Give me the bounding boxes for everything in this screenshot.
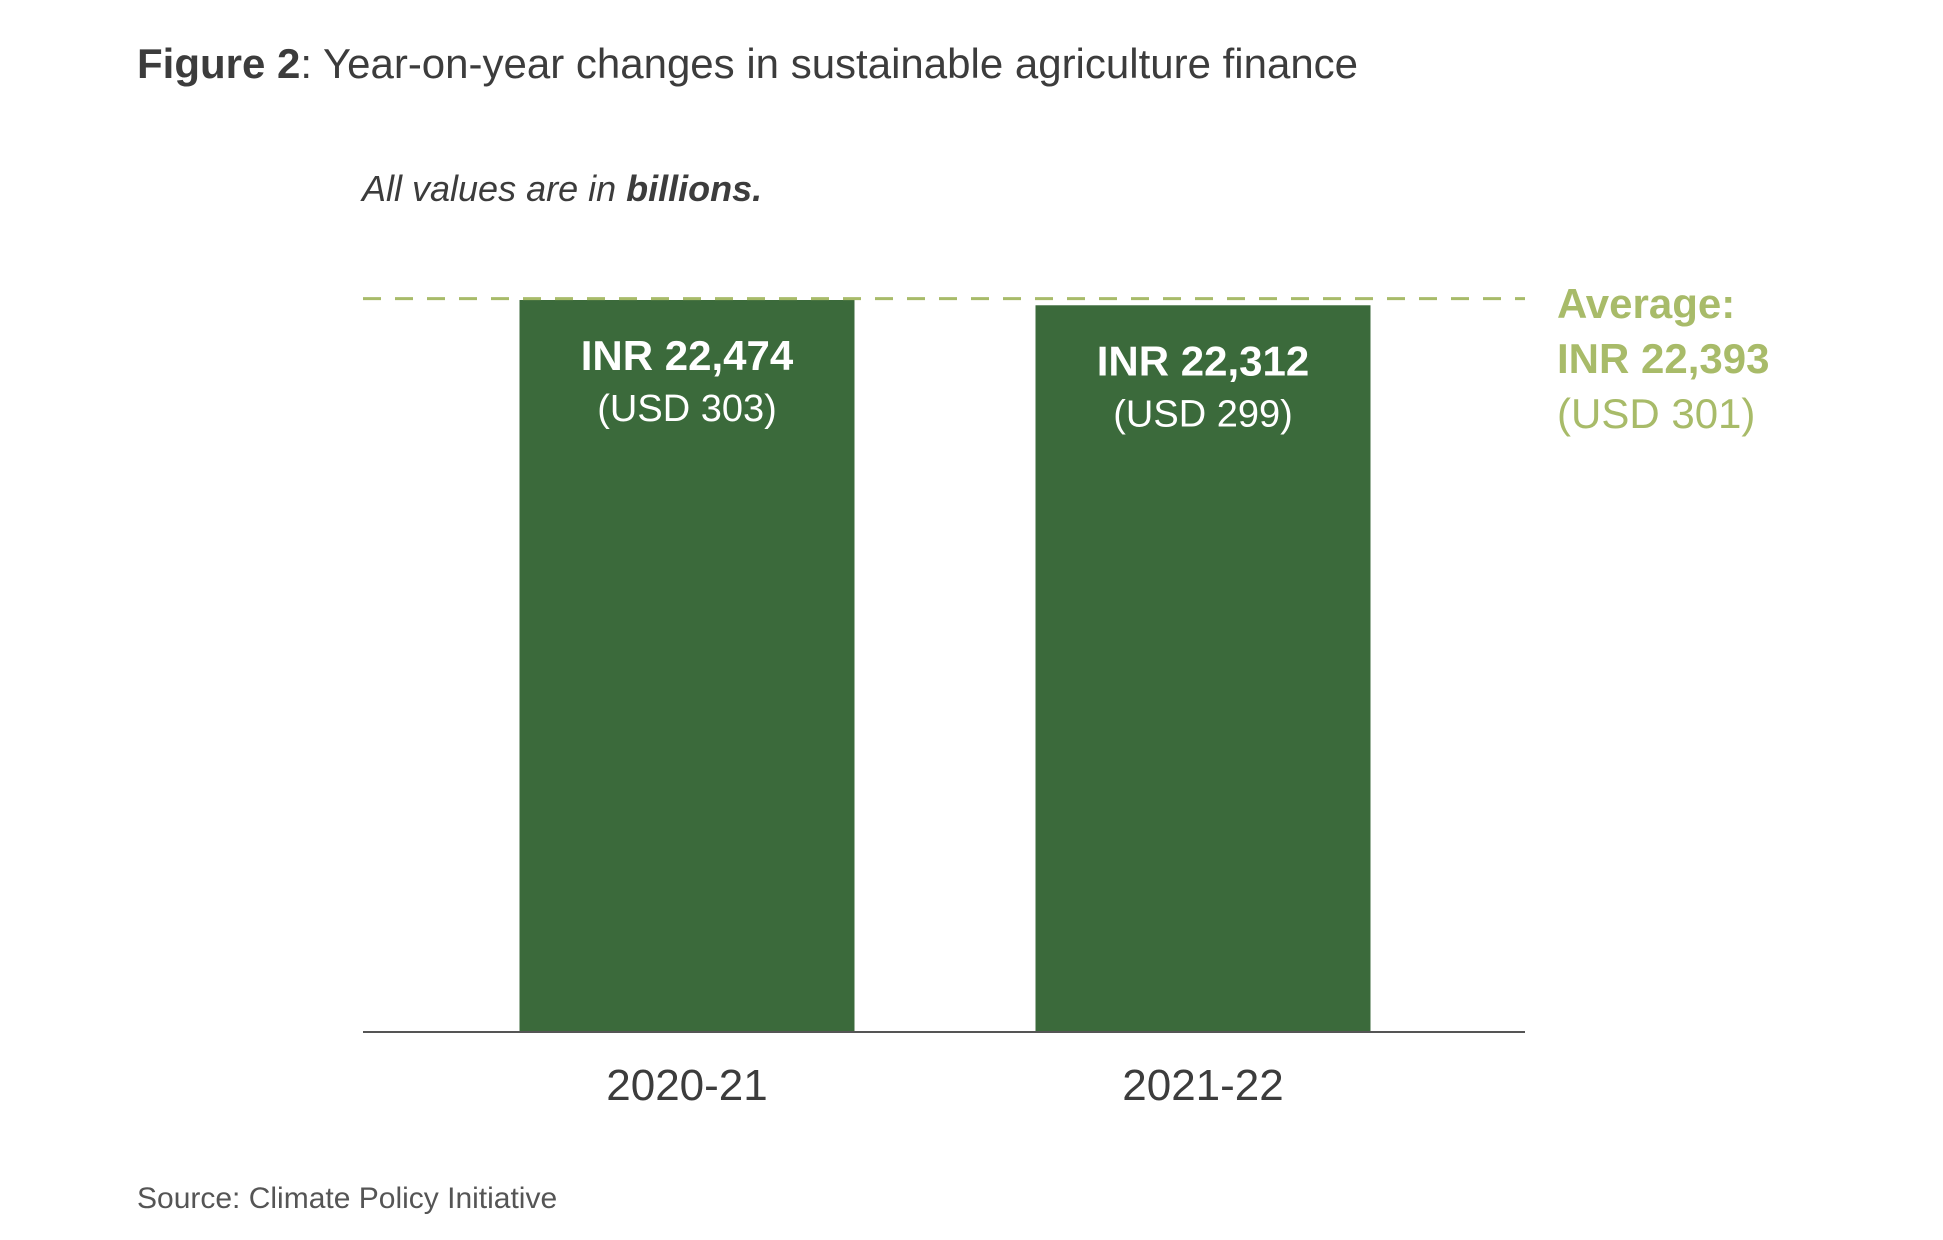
x-tick-label: 2020-21 — [606, 1061, 767, 1110]
units-note-prefix: All values are in — [362, 168, 627, 209]
units-note-emphasis: billions. — [626, 168, 763, 209]
x-tick-labels-group: 2020-21 2021-22 — [606, 1061, 1283, 1110]
bar-usd-label: (USD 303) — [597, 388, 777, 430]
figure-label: Figure 2 — [137, 40, 301, 87]
source-note: Source: Climate Policy Initiative — [137, 1182, 558, 1215]
bar-2020-21 — [519, 300, 855, 1032]
average-title: Average: — [1557, 280, 1736, 327]
units-note: All values are in billions. — [362, 168, 762, 210]
figure-title: Figure 2: Year-on-year changes in sustai… — [137, 40, 1358, 88]
figure-title-text: : Year-on-year changes in sustainable ag… — [300, 40, 1359, 87]
bar-2021-22 — [1035, 305, 1371, 1032]
bars-group — [519, 300, 1371, 1032]
bar-value-label: INR 22,312 — [1097, 337, 1309, 384]
bar-value-label: INR 22,474 — [581, 332, 794, 379]
x-tick-label: 2021-22 — [1122, 1061, 1283, 1110]
bar-usd-label: (USD 299) — [1113, 393, 1293, 435]
average-annotation: Average: INR 22,393 (USD 301) — [1557, 276, 1769, 441]
average-usd: (USD 301) — [1557, 390, 1756, 437]
average-value: INR 22,393 — [1557, 335, 1770, 382]
data-labels-group: INR 22,474 (USD 303) INR 22,312 (USD 299) — [581, 332, 1309, 435]
